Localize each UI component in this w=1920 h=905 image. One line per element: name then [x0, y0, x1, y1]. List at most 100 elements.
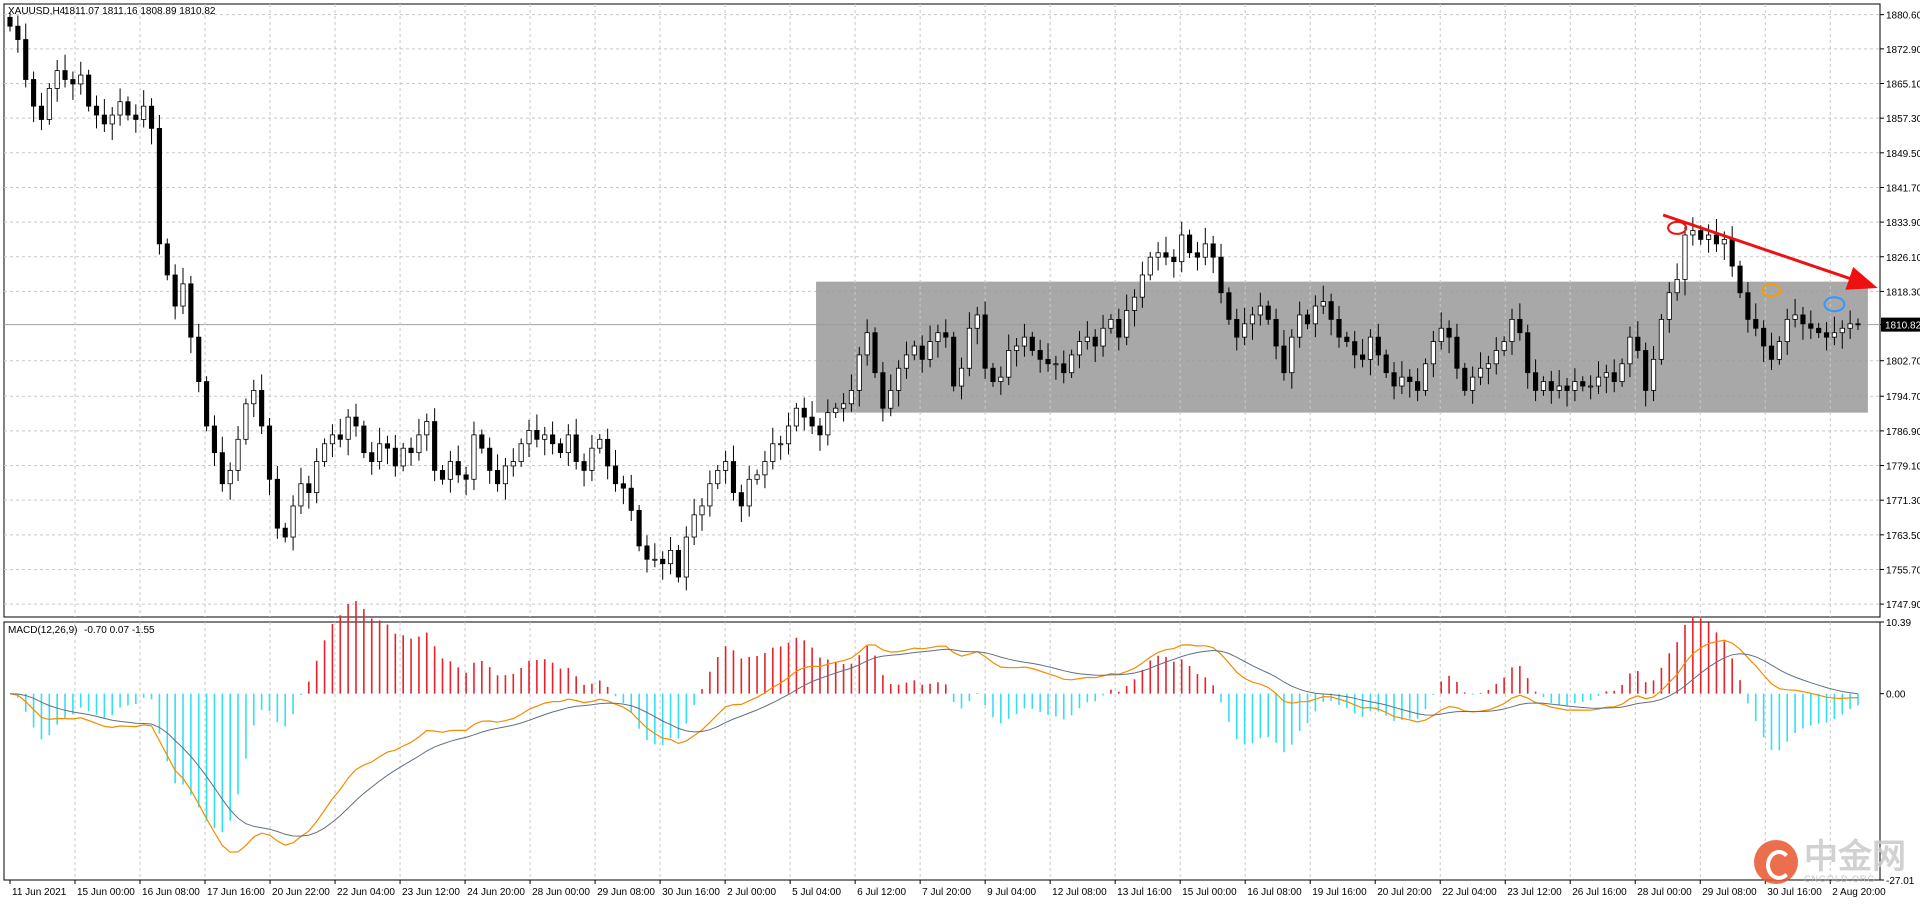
candle-body	[1509, 318, 1515, 342]
time-tick-label: 11 Jun 2021	[12, 887, 67, 898]
current-price-label: 1810.82	[1885, 321, 1920, 332]
candle-body	[801, 407, 807, 418]
candle	[911, 340, 917, 361]
candle-body	[384, 443, 391, 449]
candle	[1375, 323, 1381, 366]
candle-body	[1816, 327, 1822, 334]
candle	[1226, 287, 1232, 325]
macd-header-label: MACD(12,26,9)	[8, 625, 77, 636]
candle	[872, 327, 878, 379]
candle	[903, 341, 910, 379]
candle-body	[1753, 318, 1759, 329]
candle-body	[156, 127, 162, 245]
candle	[652, 543, 658, 568]
candle-body	[78, 74, 84, 85]
candle	[597, 433, 603, 454]
candle	[1564, 378, 1570, 407]
watermark-sub: CNGOLD.ORG	[1804, 874, 1876, 884]
candle	[1352, 330, 1358, 369]
candle-body	[424, 421, 430, 436]
candle	[1069, 349, 1075, 379]
candle	[447, 450, 453, 493]
candle	[1666, 282, 1672, 333]
candle-body	[259, 390, 265, 427]
candle	[1753, 303, 1759, 337]
candle-body	[1533, 372, 1539, 391]
candle	[683, 526, 689, 591]
candle-body	[667, 549, 674, 565]
candle	[1823, 322, 1830, 351]
candle	[62, 54, 68, 88]
price-tick-label: 1786.90	[1886, 427, 1920, 438]
candle	[1116, 308, 1122, 351]
candle-body	[62, 70, 68, 80]
time-tick-label: 23 Jul 12:00	[1507, 887, 1562, 898]
range-box	[816, 281, 1868, 413]
candle-body	[416, 434, 422, 454]
price-tick-label: 1763.50	[1886, 531, 1920, 542]
candle-body	[754, 474, 760, 480]
price-tick-label: 1755.70	[1886, 565, 1920, 576]
candle-body	[1006, 350, 1012, 378]
candle-body	[337, 434, 343, 440]
candle-body	[833, 407, 839, 414]
candle-body	[455, 461, 461, 476]
candle-body	[1053, 363, 1059, 366]
candle	[801, 397, 807, 431]
candle-body	[377, 443, 383, 462]
candle-body	[1289, 336, 1295, 374]
candle-body	[369, 452, 375, 462]
candle-body	[770, 443, 776, 462]
blue-circle-marker	[1823, 296, 1846, 313]
candle-body	[1446, 327, 1452, 338]
candle-body	[1768, 345, 1775, 360]
candle	[1643, 342, 1649, 407]
time-tick-label: 29 Jun 08:00	[597, 887, 655, 898]
time-tick-label: 28 Jun 00:00	[532, 887, 590, 898]
candle	[23, 23, 29, 88]
candle	[156, 115, 162, 255]
candle-body	[738, 492, 744, 507]
candle	[1509, 308, 1515, 355]
candle	[1477, 352, 1484, 386]
candle-body	[1595, 376, 1602, 387]
candle	[219, 436, 225, 492]
candle-body	[1847, 323, 1853, 329]
candle	[542, 426, 548, 456]
price-tick-label: 1849.50	[1886, 149, 1920, 160]
candle-body	[778, 443, 784, 446]
red-circle-marker	[1667, 220, 1688, 235]
candle	[1650, 346, 1657, 402]
candle-body	[1477, 367, 1484, 378]
chart-header-symbol: XAUUSD,H4	[8, 6, 66, 17]
candle-body	[793, 407, 799, 427]
candle	[1281, 330, 1287, 381]
candle-body	[1375, 336, 1381, 356]
candle	[612, 449, 619, 492]
candle-body	[1745, 292, 1751, 320]
candle	[204, 376, 210, 432]
candle	[1784, 308, 1790, 355]
candle-body	[1029, 336, 1035, 351]
candle-body	[612, 465, 619, 485]
candle-body	[1438, 327, 1444, 342]
candle-body	[164, 243, 170, 276]
time-tick-label: 17 Jun 16:00	[207, 887, 265, 898]
candle-body	[46, 87, 52, 120]
candle-body	[31, 79, 37, 107]
candle	[392, 434, 398, 477]
candle-body	[1603, 372, 1609, 378]
time-tick-label: 28 Jul 00:00	[1637, 887, 1692, 898]
candle-body	[1729, 239, 1735, 267]
candle	[1627, 326, 1633, 378]
candle	[1124, 294, 1130, 346]
time-tick-label: 22 Jul 04:00	[1442, 887, 1497, 898]
candle-body	[872, 332, 878, 374]
price-axis: 1880.60 1872.90 1865.10 1857.30 1849.50 1841.…	[1880, 11, 1920, 887]
candle-body	[1855, 323, 1861, 326]
time-tick-label: 19 Jul 16:00	[1312, 887, 1367, 898]
candle-body	[1092, 336, 1098, 347]
candle-body	[841, 403, 847, 409]
